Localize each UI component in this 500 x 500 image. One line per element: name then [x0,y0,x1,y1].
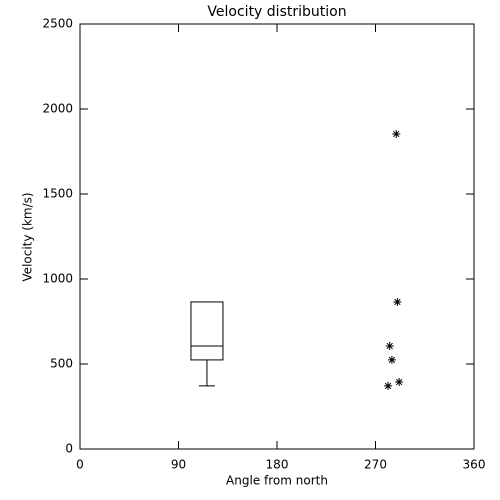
y-tick-label: 2500 [42,17,73,31]
y-tick-label: 0 [65,442,73,456]
chart-title: Velocity distribution [207,4,346,20]
x-tick-label: 0 [76,458,84,472]
plot-frame [79,23,475,450]
outlier [392,129,401,138]
outlier [387,355,396,364]
x-tick-label: 90 [171,458,186,472]
outlier [385,341,394,350]
y-tick-label: 500 [50,357,73,371]
outlier [393,297,402,306]
outlier [395,378,404,387]
x-tick-label: 270 [364,458,387,472]
outlier [384,381,393,390]
y-tick-label: 2000 [42,102,73,116]
x-tick-label: 180 [266,458,289,472]
box [190,301,224,361]
y-axis-label: Velocity (km/s) [21,192,35,281]
x-axis-label: Angle from north [226,474,328,488]
y-tick-label: 1000 [42,272,73,286]
x-tick-label: 360 [463,458,486,472]
y-tick-label: 1500 [42,187,73,201]
